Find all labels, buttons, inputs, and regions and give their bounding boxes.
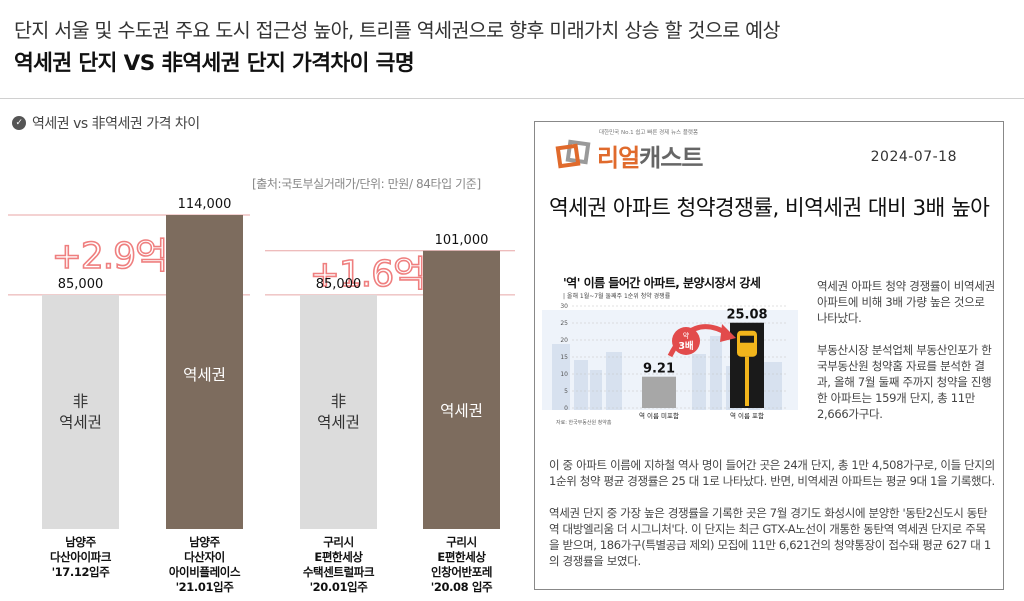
- category-line: '20.01입주: [309, 580, 368, 594]
- category-line: '20.08 입주: [430, 580, 493, 594]
- category-line: 구리시: [446, 535, 477, 549]
- mini-bar-no-station: [642, 376, 676, 408]
- bar-value-label: 114,000: [178, 197, 232, 212]
- bar-category-label: 구리시 E편한세상 인창어반포레 '20.08 입주: [407, 535, 517, 595]
- subway-train-icon: [737, 330, 757, 357]
- news-logo: 대한민국 No.1 쉽고 빠른 경제 뉴스 플랫폼 리얼캐스트: [555, 128, 703, 173]
- mini-bar-value: 25.08: [726, 308, 767, 323]
- category-line: 남양주: [65, 535, 96, 549]
- bar-category-label: 구리시 E편한세상 수택센트럴파크 '20.01입주: [284, 535, 394, 595]
- multiplier-label: 약: [683, 331, 690, 340]
- rail-stripe: [745, 356, 749, 406]
- mini-bar-value: 9.21: [643, 362, 675, 377]
- category-line: 다산아이파크: [49, 550, 112, 564]
- category-line: '17.12입주: [51, 565, 110, 579]
- category-line: '21.01입주: [175, 580, 234, 594]
- category-line: 아이비플레이스: [168, 565, 241, 579]
- article-headline: 역세권 아파트 청약경쟁률, 비역세권 대비 3배 높아: [549, 196, 990, 221]
- section-title-text: 역세권 vs 非역세권 가격 차이: [32, 116, 200, 132]
- article-side-text: 역세권 아파트 청약 경쟁률이 비역세권 아파트에 비해 3배 가량 높은 것으…: [817, 278, 995, 438]
- difference-label: +2.9억: [52, 236, 168, 277]
- mini-chart-subtitle: | 올해 1월~7월 둘째주 1순위 청약 경쟁률: [563, 293, 671, 300]
- article-body-text: 이 중 아파트 이름에 지하철 역사 명이 들어간 곳은 24개 단지, 총 1…: [549, 457, 995, 585]
- check-circle-icon: ✓: [12, 116, 26, 130]
- category-line: 구리시: [323, 535, 354, 549]
- bar-inner-label: 역세권: [317, 413, 360, 431]
- skyline-building: [574, 360, 588, 410]
- bar-value-label: 85,000: [316, 277, 362, 292]
- bar-inner-label: 역세권: [183, 366, 226, 384]
- article-date: 2024-07-18: [870, 149, 957, 165]
- mini-y-tick: 20: [560, 337, 568, 344]
- category-line: 수택센트럴파크: [302, 565, 375, 579]
- mini-y-tick: 0: [564, 405, 568, 412]
- skyline-building: [764, 362, 782, 410]
- category-line: E편한세상: [437, 550, 486, 564]
- station-bar: [166, 215, 243, 529]
- bar-value-label: 85,000: [58, 277, 104, 292]
- multiplier-value: 3배: [678, 340, 693, 352]
- difference-label: +1.6억: [310, 254, 426, 295]
- mini-bar-category: 역 이름 미포함: [639, 411, 679, 420]
- header-subtitle: 단지 서울 및 수도권 주요 도시 접근성 높아, 트리플 역세권으로 향후 미…: [14, 19, 780, 42]
- header-title: 역세권 단지 VS 非역세권 단지 가격차이 극명: [14, 51, 415, 76]
- skyline-building: [606, 352, 622, 410]
- skyline-building: [710, 336, 722, 410]
- multiplier-badge: [672, 327, 700, 355]
- category-line: E편한세상: [314, 550, 363, 564]
- skyline-building: [692, 354, 706, 410]
- mini-chart: 0 5 10 15 20 25 30 9.21 역 이름 미포함 25.08 역 이름 포함 약 3배 …: [542, 274, 798, 430]
- article-paragraph: 이 중 아파트 이름에 지하철 역사 명이 들어간 곳은 24개 단지, 총 1…: [549, 458, 995, 488]
- article-paragraph: 부동산시장 분석업체 부동산인포가 한국부동산원 청약홈 자료를 분석한 결과,…: [817, 343, 992, 421]
- bar-inner-label: 역세권: [59, 413, 102, 431]
- article-paragraph: 역세권 아파트 청약 경쟁률이 비역세권 아파트에 비해 3배 가량 높은 것으…: [817, 279, 995, 325]
- bar-inner-label: 역세권: [440, 402, 483, 420]
- skyline-building: [590, 370, 602, 410]
- header-divider: [0, 98, 1024, 99]
- bar-inner-label: 非: [73, 392, 89, 410]
- subway-window: [740, 335, 754, 343]
- bar-value-label: 101,000: [435, 233, 489, 248]
- mini-y-tick: 30: [560, 303, 568, 310]
- logo-mark-icon: [555, 139, 591, 171]
- logo-wordmark: 리얼캐스트: [597, 144, 703, 172]
- mini-y-tick: 10: [560, 371, 568, 378]
- bar-inner-label: 非: [331, 392, 347, 410]
- logo-tagline: 대한민국 No.1 쉽고 빠른 경제 뉴스 플랫폼: [599, 130, 699, 136]
- mini-chart-graphic: 0 5 10 15 20 25 30 9.21 역 이름 미포함 25.08 역 이름 포함 약3배: [542, 303, 798, 420]
- chart-source-note: [출처:국토부실거래가/단위: 만원/ 84타입 기준]: [252, 177, 481, 191]
- category-line: 다산자이: [184, 550, 225, 564]
- growth-arrow-head: [720, 324, 736, 342]
- mini-y-tick: 15: [560, 354, 568, 361]
- section-title: ✓ 역세권 vs 非역세권 가격 차이: [12, 113, 200, 133]
- news-article-card: 대한민국 No.1 쉽고 빠른 경제 뉴스 플랫폼 리얼캐스트 2024-07-…: [534, 121, 1004, 590]
- bar-category-label: 남양주 다산자이 아이비플레이스 '21.01입주: [150, 535, 260, 595]
- category-line: 인창어반포레: [430, 565, 493, 579]
- mini-y-tick: 25: [560, 320, 568, 327]
- station-bar: [423, 250, 500, 530]
- category-line: 남양주: [189, 535, 220, 549]
- non-station-bar: [300, 294, 377, 529]
- mini-bar-category: 역 이름 포함: [730, 411, 764, 420]
- bar-category-label: 남양주 다산아이파크 '17.12입주: [26, 535, 136, 580]
- non-station-bar: [42, 294, 119, 529]
- mini-chart-title: '역' 이름 들어간 아파트, 분양시장서 강세: [563, 276, 761, 290]
- mini-chart-source: 자료: 한국부동산원 청약홈: [556, 420, 612, 426]
- skyline-building: [552, 344, 570, 410]
- mini-y-tick: 5: [564, 388, 568, 395]
- article-paragraph: 역세권 단지 중 가장 높은 경쟁률을 기록한 곳은 7월 경기도 화성시에 분…: [549, 506, 991, 568]
- price-comparison-chart: +2.9억85,000非역세권114,000역세권+1.6억85,000非역세권…: [8, 197, 515, 530]
